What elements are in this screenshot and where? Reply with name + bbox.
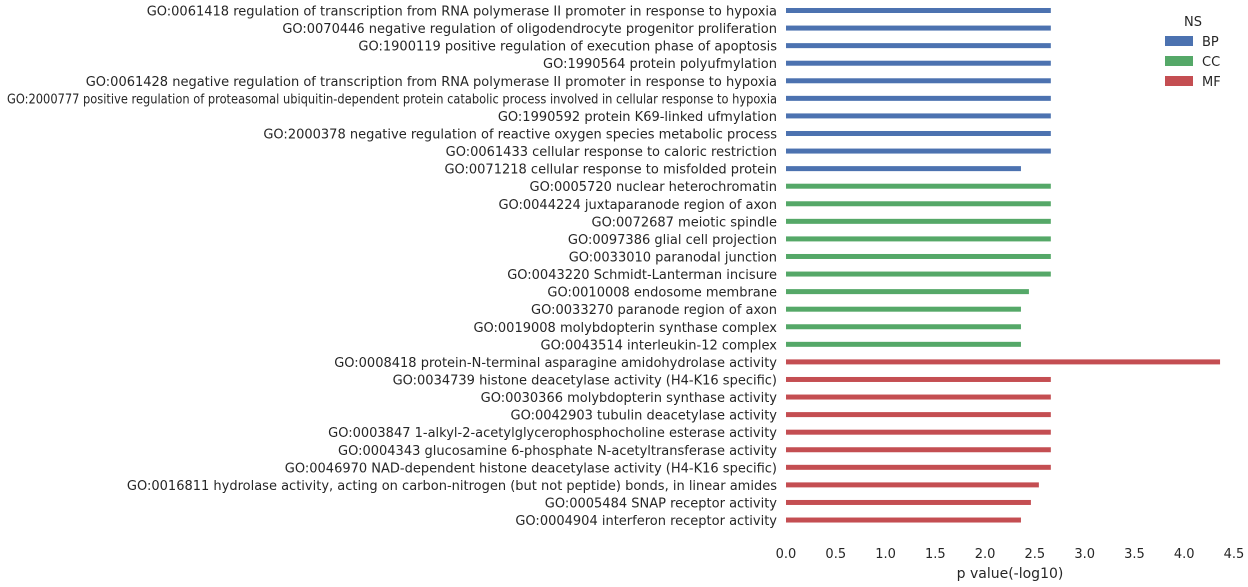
bar-18 [786,306,1021,312]
x-tick-label-3: 1.0 [875,547,896,562]
category-label-13: GO:0072687 meiotic spindle [592,215,777,230]
legend-swatch-bp [1165,36,1193,46]
bar-30 [786,517,1021,523]
category-label-6: GO:2000777 positive regulation of protea… [7,92,777,107]
bar-28 [786,482,1039,488]
category-label-18: GO:0033270 paranode region of axon [531,303,777,318]
bar-13 [786,218,1051,224]
category-label-10: GO:0071218 cellular response to misfolde… [444,163,777,178]
bar-10 [786,166,1021,172]
x-axis-label: p value(-log10) [957,566,1064,582]
legend-entries: BP CC MF [1165,35,1221,90]
x-tick-label-7: 3.0 [1074,547,1095,562]
bar-17 [786,289,1029,295]
category-label-9: GO:0061433 cellular response to caloric … [446,145,777,160]
x-tick-label-2: 0.5 [825,547,846,562]
category-label-20: GO:0043514 interleukin-12 complex [541,338,778,353]
category-label-8: GO:2000378 negative regulation of reacti… [263,127,777,142]
bar-23 [786,394,1051,400]
bar-27 [786,464,1051,470]
x-tick-label-8: 3.5 [1124,547,1145,562]
legend-title: NS [1184,15,1202,30]
bar-5 [786,78,1051,84]
category-label-21: GO:0008418 protein-N-terminal asparagine… [334,356,777,371]
x-tick-label-6: 2.5 [1025,547,1046,562]
legend: NS BP CC MF [1165,15,1221,90]
category-label-29: GO:0005484 SNAP receptor activity [545,496,778,511]
category-label-25: GO:0003847 1-alkyl-2-acetylglycerophosph… [328,426,777,441]
category-label-1: GO:0061418 regulation of transcription f… [147,5,777,20]
category-label-27: GO:0046970 NAD-dependent histone deacety… [285,461,777,476]
bar-26 [786,447,1051,453]
legend-label-cc: CC [1202,55,1220,70]
category-label-19: GO:0019008 molybdopterin synthase comple… [473,321,777,336]
category-label-22: GO:0034739 histone deacetylase activity … [393,373,777,388]
bar-4 [786,60,1051,66]
category-label-4: GO:1990564 protein polyufmylation [543,57,777,72]
legend-label-bp: BP [1202,35,1219,50]
bar-11 [786,183,1051,189]
bar-9 [786,148,1051,154]
bar-16 [786,271,1051,277]
bar-14 [786,236,1051,242]
bar-22 [786,376,1051,382]
category-label-12: GO:0044224 juxtaparanode region of axon [498,198,777,213]
bar-29 [786,499,1031,505]
x-tick-labels-group: 0.0 0.5 1.0 1.5 2.0 2.5 3.0 3.5 4.0 4.5 [776,547,1245,562]
bar-2 [786,25,1051,31]
category-label-23: GO:0030366 molybdopterin synthase activi… [481,391,778,406]
x-tick-label-4: 1.5 [925,547,946,562]
x-tick-label-9: 4.0 [1174,547,1195,562]
bar-19 [786,324,1021,330]
bar-24 [786,412,1051,418]
x-tick-label-5: 2.0 [975,547,996,562]
bar-21 [786,359,1221,365]
bars-group [786,8,1221,523]
x-tick-label-10: 4.5 [1224,547,1245,562]
category-label-3: GO:1900119 positive regulation of execut… [358,40,777,55]
legend-swatch-mf [1165,76,1193,86]
category-label-30: GO:0004904 interferon receptor activity [515,514,777,529]
legend-swatch-cc [1165,56,1193,66]
category-label-11: GO:0005720 nuclear heterochromatin [530,180,778,195]
category-label-26: GO:0004343 glucosamine 6-phosphate N-ace… [338,444,777,459]
category-label-14: GO:0097386 glial cell projection [568,233,777,248]
bar-1 [786,8,1051,13]
bar-20 [786,341,1021,347]
bar-6 [786,95,1051,101]
category-label-24: GO:0042903 tubulin deacetylase activity [511,409,778,424]
category-label-15: GO:0033010 paranodal junction [569,250,777,265]
category-label-5: GO:0061428 negative regulation of transc… [86,75,777,90]
category-label-28: GO:0016811 hydrolase activity, acting on… [127,479,777,494]
category-label-16: GO:0043220 Schmidt-Lanterman incisure [507,268,777,283]
category-labels-group: GO:0061418 regulation of transcription f… [7,5,777,530]
bar-8 [786,130,1051,136]
category-label-17: GO:0010008 endosome membrane [547,286,777,301]
bar-3 [786,43,1051,49]
bar-15 [786,253,1051,259]
bar-12 [786,201,1051,207]
bar-7 [786,113,1051,119]
x-tick-label-1: 0.0 [776,547,797,562]
category-label-7: GO:1990592 protein K69-linked ufmylation [498,110,777,125]
legend-label-mf: MF [1202,75,1221,90]
bar-25 [786,429,1051,435]
category-label-2: GO:0070446 negative regulation of oligod… [282,22,777,37]
